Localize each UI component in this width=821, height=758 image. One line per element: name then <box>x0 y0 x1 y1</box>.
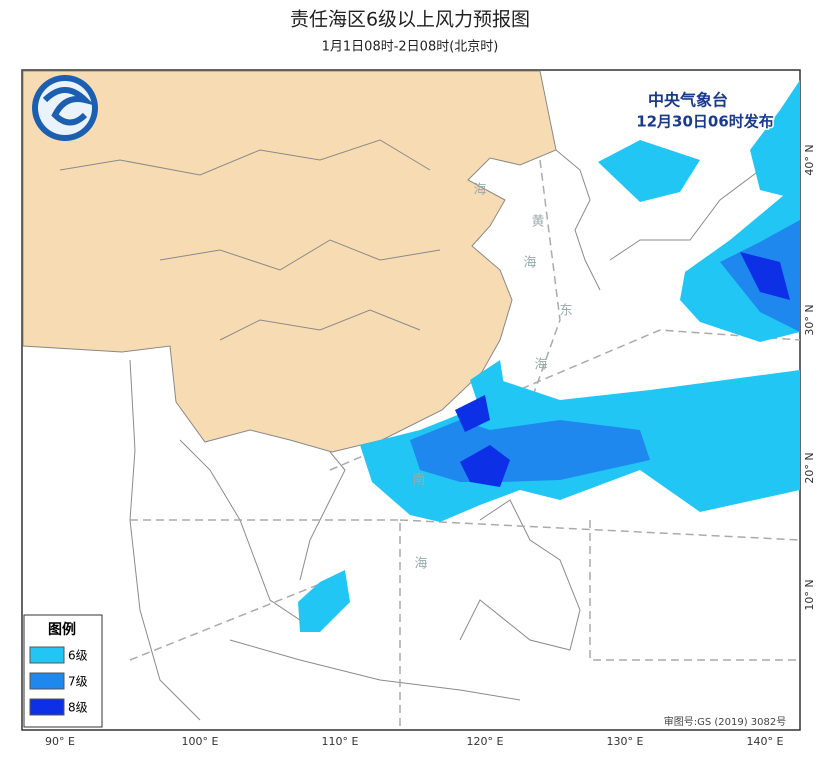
sea-label: 黄 <box>531 215 544 230</box>
title: 责任海区6级以上风力预报图 <box>290 9 530 31</box>
sea-labels: 海 黄 海 东 海 南 海 <box>412 183 572 572</box>
sea-label: 海 <box>534 358 547 373</box>
issuer: 中央气象台 <box>648 91 728 110</box>
longitude-label: 110° E <box>322 735 359 748</box>
legend-title: 图例 <box>48 621 76 638</box>
longitude-label: 90° E <box>45 735 75 748</box>
longitude-label: 140° E <box>747 735 784 748</box>
legend-label: 6级 <box>68 649 88 663</box>
wind-area <box>460 445 510 487</box>
wind-area <box>298 570 350 632</box>
logo <box>32 75 98 141</box>
legend-swatch <box>29 672 65 690</box>
issue-time: 12月30日06时发布 <box>636 113 774 131</box>
wind-area <box>740 252 790 300</box>
latitude-label: 40° N <box>803 144 816 175</box>
legend-swatch <box>29 698 65 716</box>
wind-area <box>750 80 800 200</box>
review-number: 审图号:GS (2019) 3082号 <box>664 715 787 728</box>
axis-labels: 90° E 100° E 110° E 120° E 130° E 140° E 40° N… <box>45 144 816 748</box>
longitude-label: 100° E <box>182 735 219 748</box>
longitude-label: 120° E <box>467 735 504 748</box>
legend-swatch <box>29 646 65 664</box>
wind-area <box>455 395 490 432</box>
latitude-label: 10° N <box>803 579 816 610</box>
latitude-label: 20° N <box>803 452 816 483</box>
legend-label: 8级 <box>68 701 88 715</box>
wind-area <box>598 140 700 202</box>
sea-label: 海 <box>414 557 427 572</box>
latitude-label: 30° N <box>803 304 816 335</box>
sea-label: 东 <box>559 304 572 319</box>
sea-label: 海 <box>473 183 486 198</box>
subtitle: 1月1日08时-2日08时(北京时) <box>322 40 499 55</box>
wind-areas <box>298 80 800 632</box>
wind-area <box>470 360 505 410</box>
longitude-label: 130° E <box>607 735 644 748</box>
sea-label: 海 <box>523 256 536 271</box>
sea-label: 南 <box>412 472 425 488</box>
legend-label: 7级 <box>68 675 88 689</box>
legend: 图例 6级 7级 8级 <box>23 614 103 728</box>
